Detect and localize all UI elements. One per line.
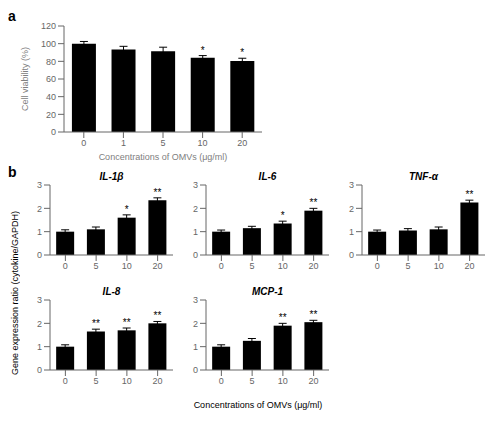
svg-text:2: 2 [193,204,198,214]
svg-text:*: * [125,204,129,215]
svg-text:3: 3 [193,180,198,190]
svg-text:20: 20 [46,110,56,120]
svg-text:5: 5 [160,138,165,148]
svg-text:1: 1 [349,227,354,237]
svg-text:10: 10 [122,261,132,271]
svg-text:Concentrations of OMVs (μg/ml): Concentrations of OMVs (μg/ml) [99,152,228,162]
svg-text:**: ** [92,318,100,329]
svg-text:Cell viability (%): Cell viability (%) [20,47,30,111]
svg-text:5: 5 [250,376,255,386]
svg-text:1: 1 [121,138,126,148]
svg-text:0: 0 [375,261,380,271]
svg-text:1: 1 [193,227,198,237]
svg-text:0: 0 [37,365,42,375]
svg-text:20: 20 [465,261,475,271]
svg-text:1: 1 [193,342,198,352]
html-text:IL-8: IL-8 [102,286,121,297]
svg-text:10: 10 [198,138,208,148]
svg-text:5: 5 [94,261,99,271]
html-text:IL-6: IL-6 [258,171,277,182]
html-text:Gene expression ratio (cytokin: Gene expression ratio (cytokine/GAPDH) [10,211,20,375]
svg-text:60: 60 [46,74,56,84]
svg-text:**: ** [310,197,318,208]
svg-text:10: 10 [278,376,288,386]
svg-text:0: 0 [37,250,42,260]
svg-text:0: 0 [63,376,68,386]
html-text:IL-1β: IL-1β [99,171,124,182]
svg-text:*: * [240,47,244,58]
svg-text:0: 0 [81,138,86,148]
svg-text:3: 3 [37,295,42,305]
svg-text:5: 5 [406,261,411,271]
svg-text:0: 0 [349,250,354,260]
svg-text:2: 2 [37,204,42,214]
svg-text:5: 5 [250,261,255,271]
svg-text:120: 120 [41,21,56,31]
svg-text:**: ** [310,309,318,320]
svg-text:20: 20 [309,261,319,271]
svg-text:**: ** [123,317,131,328]
svg-text:1: 1 [37,227,42,237]
svg-text:10: 10 [278,261,288,271]
svg-text:**: ** [154,187,162,198]
svg-text:2: 2 [193,319,198,329]
html-text:TNF-α: TNF-α [409,171,438,182]
svg-text:100: 100 [41,39,56,49]
svg-text:80: 80 [46,57,56,67]
svg-text:**: ** [154,310,162,321]
svg-text:**: ** [279,312,287,323]
svg-text:0: 0 [193,365,198,375]
svg-text:10: 10 [122,376,132,386]
svg-text:2: 2 [37,319,42,329]
svg-text:*: * [281,210,285,221]
svg-text:1: 1 [37,342,42,352]
svg-text:3: 3 [193,295,198,305]
svg-text:20: 20 [153,261,163,271]
svg-text:3: 3 [37,180,42,190]
svg-text:0: 0 [51,127,56,137]
svg-text:3: 3 [349,180,354,190]
svg-text:0: 0 [63,261,68,271]
svg-text:10: 10 [434,261,444,271]
html-text:MCP-1: MCP-1 [251,286,284,297]
svg-text:5: 5 [94,376,99,386]
html-text:a: a [8,8,16,24]
html-text:Concentrations of OMVs (μg/ml): Concentrations of OMVs (μg/ml) [193,400,323,410]
svg-text:20: 20 [153,376,163,386]
svg-text:2: 2 [349,204,354,214]
svg-text:20: 20 [237,138,247,148]
svg-text:0: 0 [193,250,198,260]
svg-text:**: ** [466,189,474,200]
svg-text:40: 40 [46,92,56,102]
html-text:b: b [8,164,17,180]
svg-text:*: * [201,45,205,56]
svg-text:20: 20 [309,376,319,386]
svg-text:0: 0 [219,261,224,271]
svg-text:0: 0 [219,376,224,386]
